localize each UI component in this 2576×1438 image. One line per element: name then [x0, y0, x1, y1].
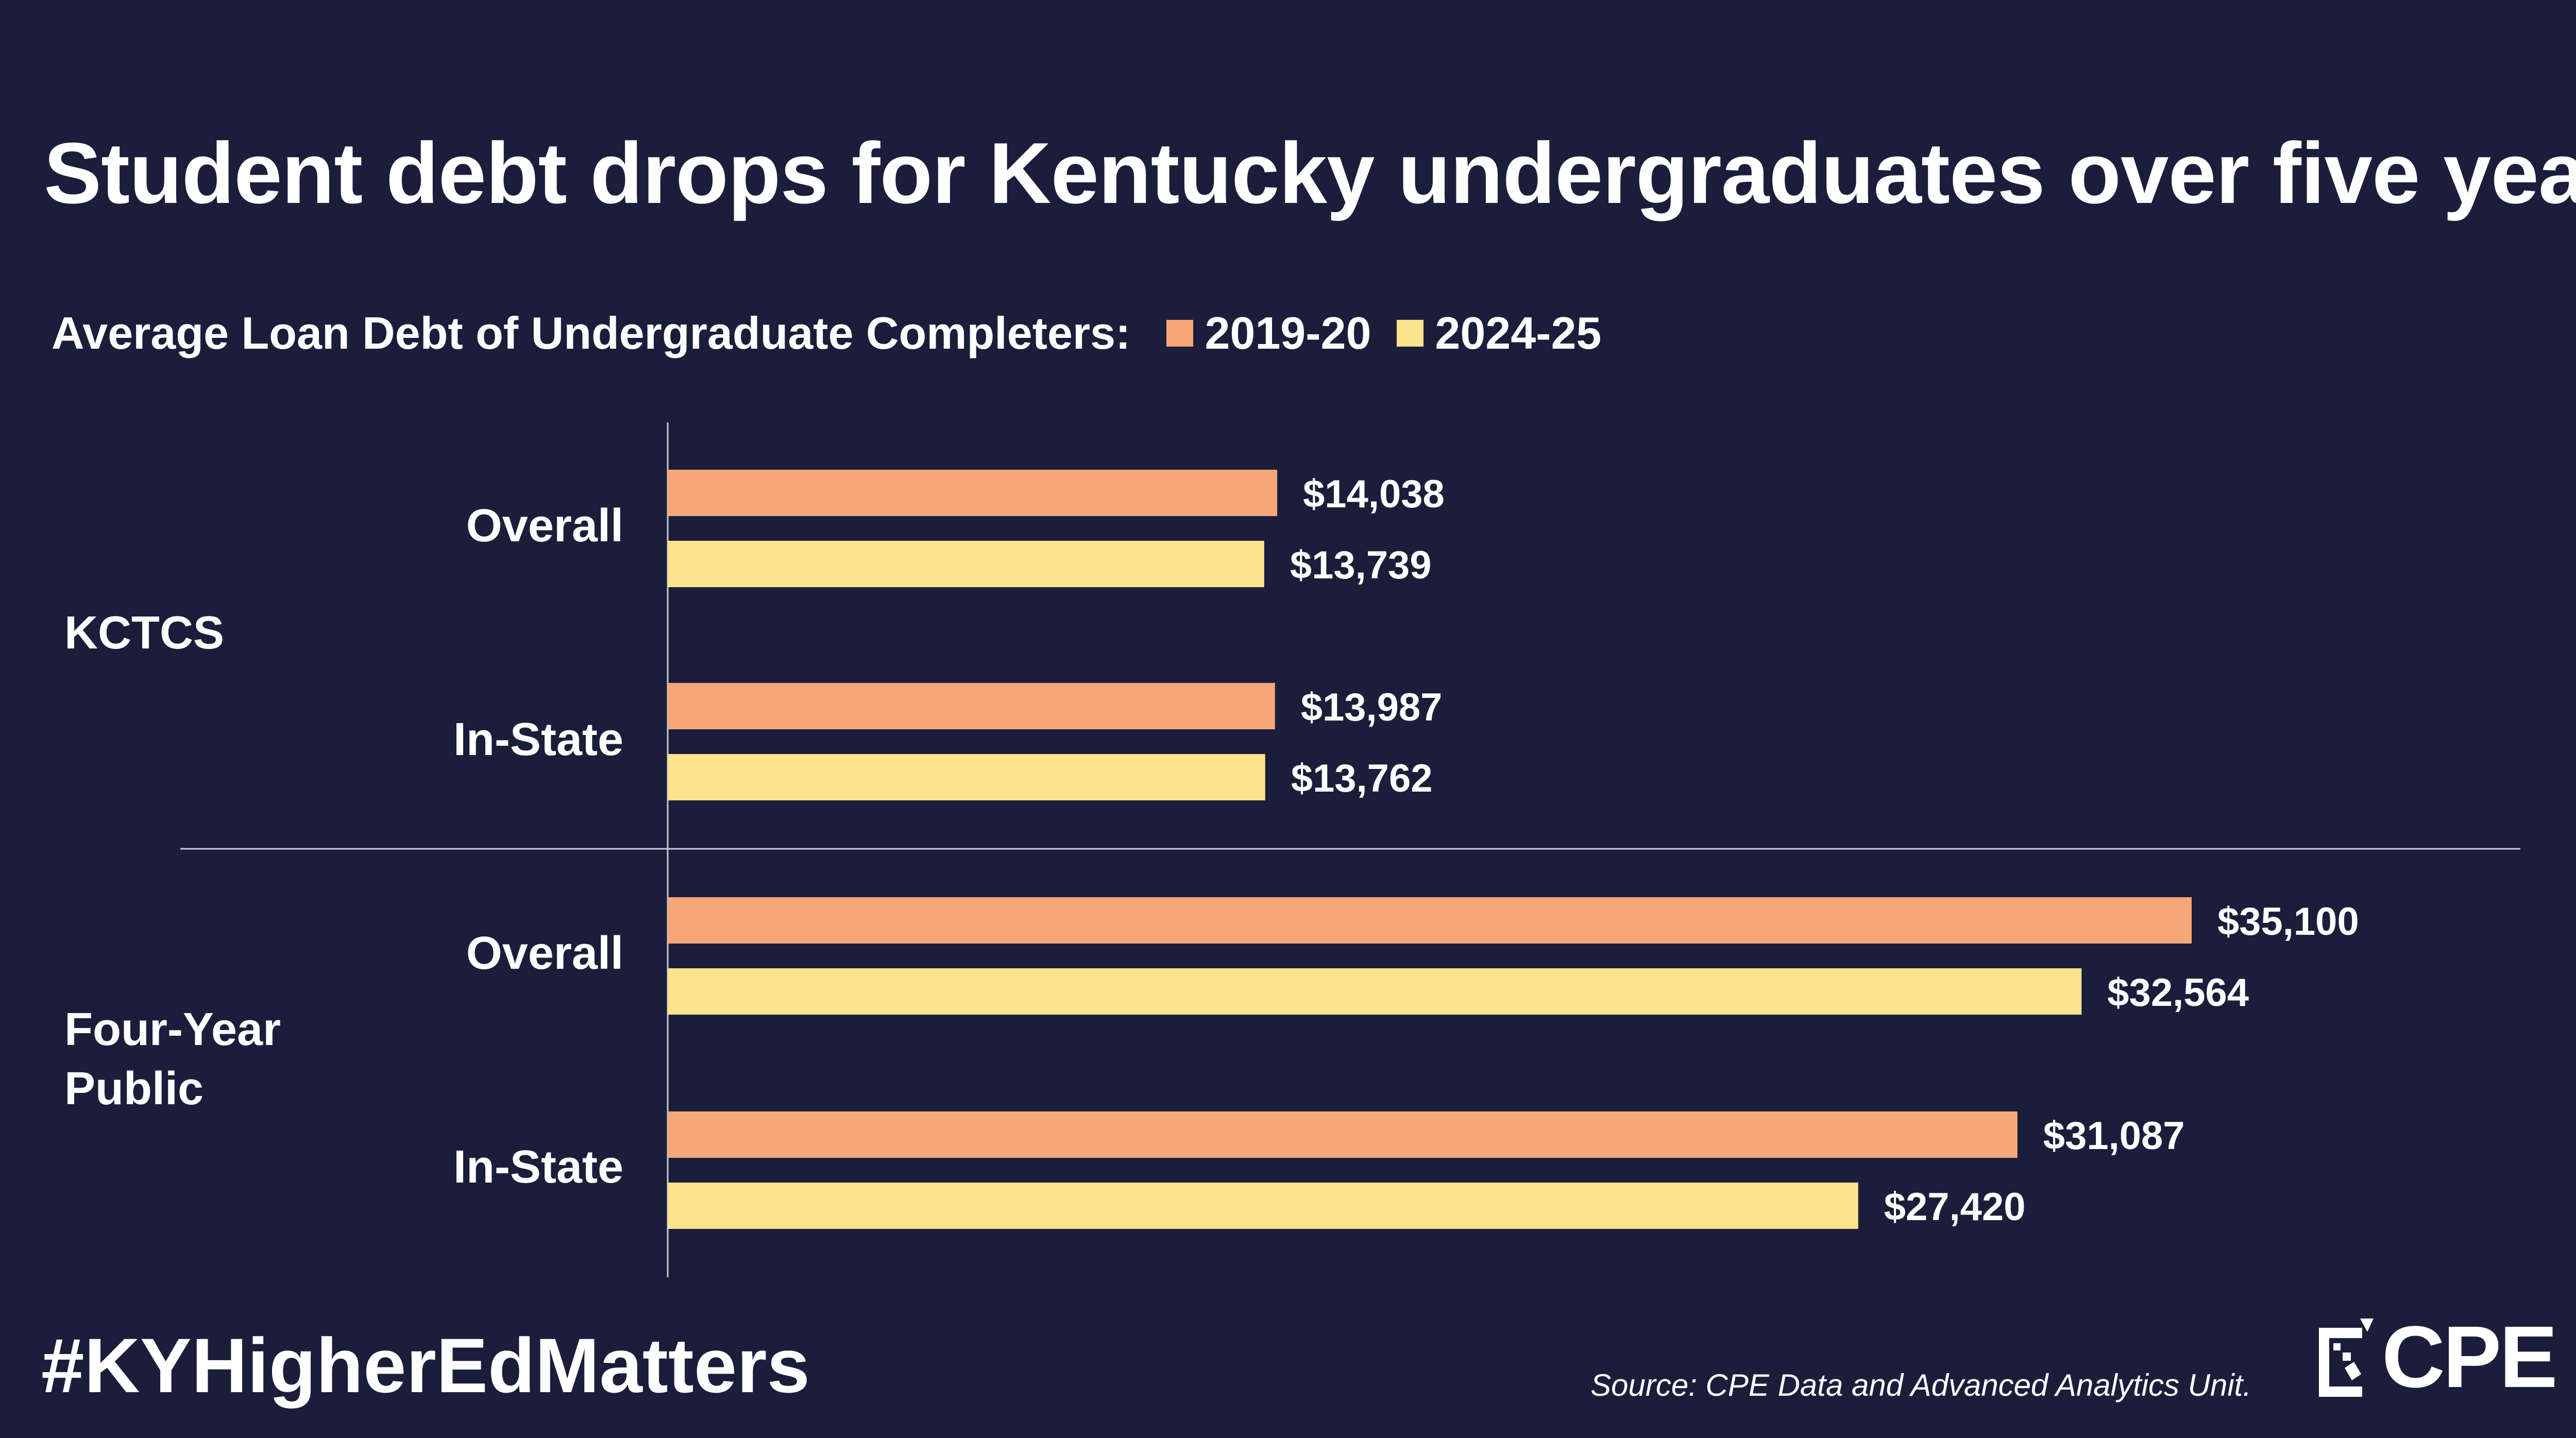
bar-2024-25-3 [668, 968, 2082, 1015]
legend-item-2019-20: 2019-20 [1166, 307, 1371, 360]
cpe-logo-mark [2319, 1318, 2374, 1397]
chart-title: Student debt drops for Kentucky undergra… [44, 125, 2576, 221]
source-note: Source: CPE Data and Advanced Analytics … [1590, 1368, 2251, 1402]
legend-swatch-2024-25 [1397, 320, 1424, 347]
hashtag: #KYHigherEdMatters [41, 1322, 810, 1409]
data-label-2019-20-4: $31,087 [2043, 1114, 2185, 1158]
bar-2019-20-1 [668, 470, 1278, 516]
legend-text-2019-20: 2019-20 [1205, 307, 1371, 358]
cpe-logo-text: CPE [2382, 1308, 2558, 1406]
legend: Average Loan Debt of Undergraduate Compl… [52, 307, 1601, 360]
group-label-kctcs: KCTCS [64, 607, 224, 659]
cpe-logo: CPE [2316, 1308, 2558, 1406]
group-label-four-year-public-line-2: Public [64, 1063, 204, 1115]
bar-2024-25-4 [668, 1183, 1858, 1229]
data-label-2024-25-3: $32,564 [2107, 971, 2249, 1015]
bar-2019-20-2 [668, 683, 1275, 729]
legend-label: Average Loan Debt of Undergraduate Compl… [52, 307, 1131, 358]
group-label-four-year-public-line-1: Four-Year [64, 1004, 281, 1055]
bar-2024-25-1 [668, 541, 1264, 587]
category-label-kctcs-overall: Overall [466, 500, 623, 552]
bars-layer: $14,038 $13,739 $13,987 $13,762 $35,100 $32,5… [668, 470, 2359, 1229]
bar-2019-20-3 [668, 897, 2192, 944]
data-label-2019-20-2: $13,987 [1301, 686, 1443, 729]
legend-swatch-2019-20 [1166, 320, 1194, 347]
data-label-2019-20-1: $14,038 [1303, 472, 1445, 516]
bar-2024-25-2 [668, 754, 1265, 800]
group-label-four-year-public: Four-Year Public [64, 1000, 281, 1119]
data-label-2024-25-2: $13,762 [1291, 757, 1433, 800]
data-label-2024-25-4: $27,420 [1884, 1185, 2026, 1229]
legend-text-2024-25: 2024-25 [1435, 307, 1602, 358]
data-label-2019-20-3: $35,100 [2217, 900, 2359, 944]
category-label-kctcs-in-state: In-State [453, 714, 623, 765]
legend-item-2024-25: 2024-25 [1397, 307, 1601, 360]
bar-2019-20-4 [668, 1111, 2018, 1158]
data-label-2024-25-1: $13,739 [1290, 543, 1432, 587]
category-label-four-year-in-state: In-State [453, 1141, 623, 1193]
category-label-four-year-overall: Overall [466, 928, 623, 979]
